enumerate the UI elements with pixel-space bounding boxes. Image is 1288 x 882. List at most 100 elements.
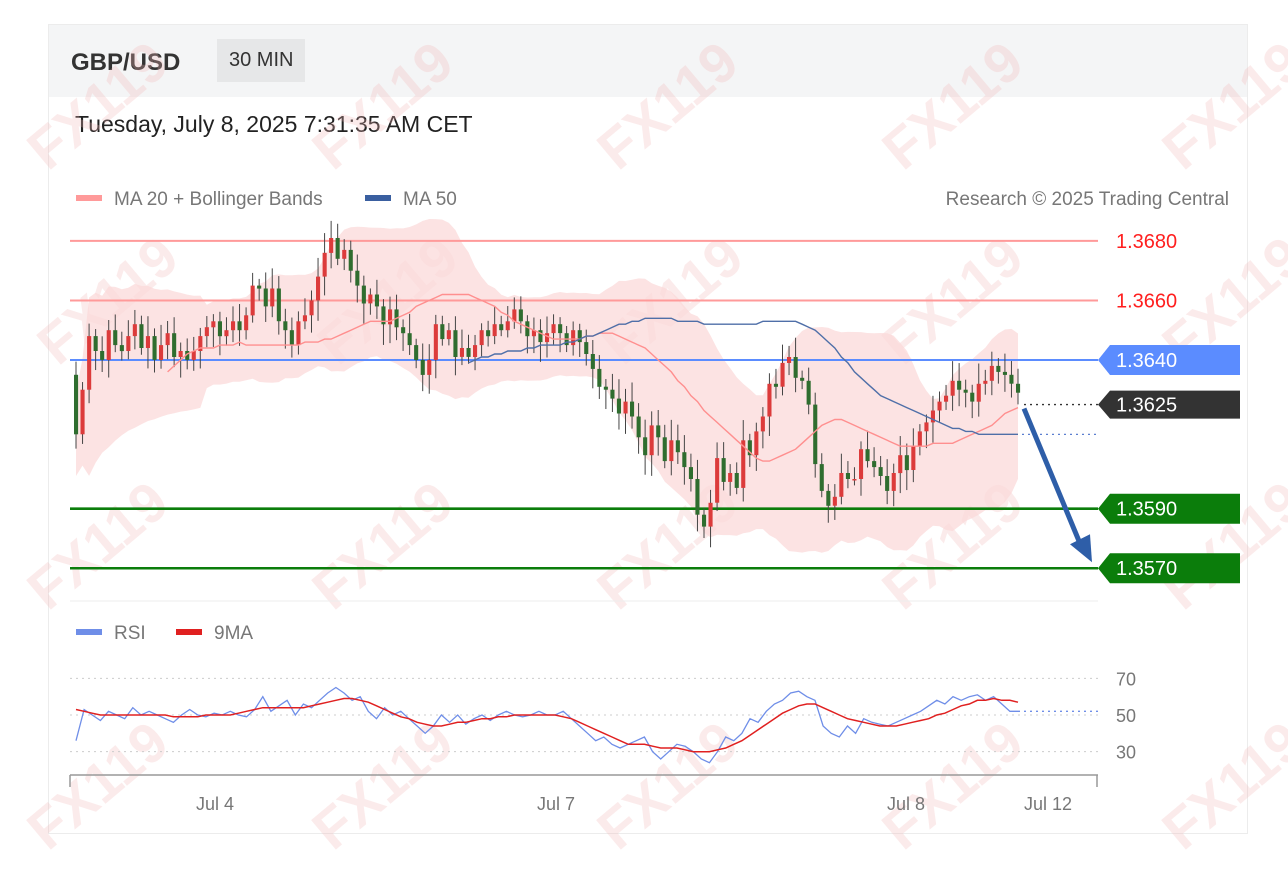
candle-body [930, 410, 935, 423]
candle-body [348, 249, 353, 271]
candle-body [780, 362, 785, 387]
candle-body [1002, 371, 1007, 375]
candle-body [283, 321, 288, 331]
candle-body [603, 386, 608, 390]
candle-body [231, 321, 236, 331]
candle-body [885, 476, 890, 491]
candle-body [708, 502, 713, 527]
candle-body [407, 333, 412, 346]
candle-body [636, 416, 641, 438]
x-tick-label: Jul 7 [537, 794, 575, 814]
candle-body [662, 437, 667, 462]
watermark-text: FX119 [15, 469, 180, 621]
support-tag [1098, 553, 1240, 584]
x-ticks: Jul 4 Jul 7 Jul 8 Jul 12 [196, 794, 1072, 814]
candle-body [577, 330, 582, 343]
candle-body [806, 380, 811, 405]
timeframe-badge[interactable]: 30 MIN [217, 39, 306, 82]
candle-body [610, 389, 615, 399]
ma50-line [468, 317, 1018, 435]
candle-body [459, 348, 464, 357]
candle-body [682, 452, 687, 468]
candle-body [276, 288, 281, 322]
pivot-tag [1098, 344, 1240, 375]
candle-body [479, 330, 484, 346]
candle-body [113, 330, 118, 346]
candle-body [172, 333, 177, 357]
candle-body [558, 324, 563, 334]
candle-body [322, 252, 327, 277]
candle-body [702, 514, 707, 527]
candle-body [316, 276, 321, 301]
candle-body [747, 440, 752, 456]
candle-body [957, 380, 962, 390]
bollinger-bands [76, 219, 1018, 553]
candle-body [342, 249, 347, 259]
candle-body [93, 336, 98, 351]
candle-body [924, 422, 929, 432]
watermark-text: FX119 [1150, 709, 1288, 861]
candle-body [937, 401, 942, 411]
watermark-text: FX119 [870, 709, 1035, 861]
candle-body [361, 285, 366, 304]
candle-body [996, 365, 1001, 372]
datetime-label: Tuesday, July 8, 2025 7:31:35 AM CET [75, 111, 473, 137]
level-labels: 1.3680 1.3660 1.3640 1.3625 1.3590 1.3570 [1098, 231, 1240, 584]
candle-body [433, 324, 438, 360]
candle-body [865, 449, 870, 462]
candle-body [944, 395, 949, 402]
candle-body [355, 270, 360, 286]
candle-body [1009, 374, 1014, 384]
candle-body [518, 309, 523, 322]
candle-body [773, 383, 778, 387]
forecast-arrow [1021, 407, 1092, 563]
candle-body [440, 324, 445, 340]
rsi-tick-label: 70 [1116, 669, 1136, 689]
candle-body [989, 365, 994, 381]
candle-body [296, 321, 301, 346]
watermark-text: FX119 [585, 709, 750, 861]
watermark-text: FX119 [585, 29, 750, 181]
candle-body [132, 324, 137, 337]
bollinger-band-area [76, 219, 1018, 553]
candle-body [87, 336, 92, 390]
candle-body [427, 360, 432, 375]
candle-body [597, 368, 602, 387]
price-levels [70, 239, 1098, 570]
watermark-text: FX119 [870, 29, 1035, 181]
candle-body [119, 345, 124, 352]
copyright-label: Research © 2025 Trading Central [946, 189, 1229, 210]
forecast-arrow-shaft [1021, 407, 1085, 550]
candle-body [159, 345, 164, 360]
candle-body [787, 357, 792, 363]
legend-rsi-swatch [76, 629, 102, 635]
candle-body [224, 330, 229, 337]
candle-body [760, 416, 765, 432]
legend-ma50-label: MA 50 [403, 189, 457, 210]
candle-body [204, 327, 209, 337]
legend-ma20-label: MA 20 + Bollinger Bands [114, 189, 323, 210]
candle-body [734, 473, 739, 488]
candle-body [571, 330, 576, 346]
candle-body [237, 321, 242, 331]
candle-body [819, 464, 824, 491]
candle-body [623, 401, 628, 414]
candle-body [976, 383, 981, 402]
watermark-text: FX119 [15, 709, 180, 861]
support-tag [1098, 493, 1240, 524]
candle-body [643, 437, 648, 456]
candle-body [904, 455, 909, 471]
candle-body [688, 467, 693, 479]
legend-rsi-label: RSI [114, 623, 146, 644]
candle-body [152, 336, 157, 360]
watermark-text: FX119 [1150, 29, 1288, 181]
candle-body [178, 351, 183, 357]
candle-body [590, 354, 595, 369]
candle-body [695, 479, 700, 515]
candle-body [80, 389, 85, 435]
support-label: 1.3590 [1116, 499, 1177, 521]
symbol-title: GBP/USD [71, 49, 181, 76]
candle-body [191, 351, 196, 360]
candle-body [917, 431, 922, 447]
candle-body [165, 333, 170, 346]
